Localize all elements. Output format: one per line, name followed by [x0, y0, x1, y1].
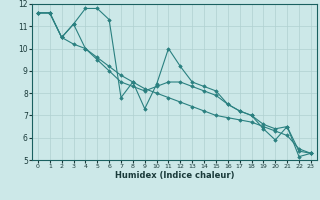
- X-axis label: Humidex (Indice chaleur): Humidex (Indice chaleur): [115, 171, 234, 180]
